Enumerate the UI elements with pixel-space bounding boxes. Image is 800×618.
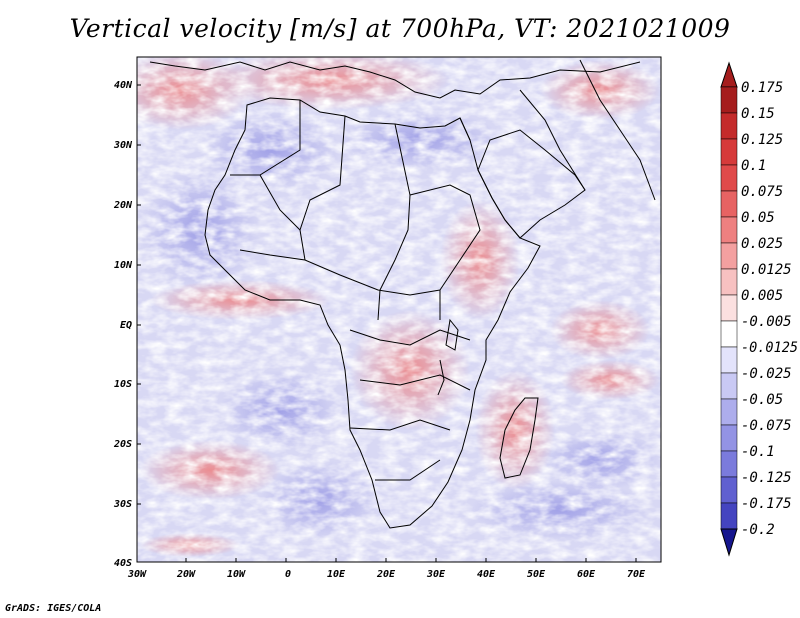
colorbar-label: -0.025: [741, 366, 792, 382]
colorbar-label: -0.0125: [741, 340, 798, 356]
colorbar-bottom-arrow: [720, 528, 738, 557]
colorbar-label: -0.2: [741, 522, 775, 538]
colorbar-label: 0.0125: [741, 262, 792, 278]
lon-label: 70E: [627, 569, 646, 580]
lon-label: 60E: [577, 569, 596, 580]
colorbar-label: 0.05: [741, 210, 775, 226]
colorbar-cell: [720, 294, 738, 322]
lat-label: 30N: [113, 140, 133, 151]
lat-label: 10N: [114, 260, 133, 271]
coastlines: [149, 59, 656, 529]
lat-label: 20S: [113, 439, 132, 450]
lat-label: 30S: [113, 499, 132, 510]
colorbar-cell: [720, 190, 738, 218]
colorbar-label: 0.15: [741, 106, 775, 122]
colorbar-label: -0.075: [741, 418, 792, 434]
lon-label: 50E: [527, 569, 546, 580]
lon-label: 10E: [327, 569, 346, 580]
lat-label: 20N: [113, 200, 133, 211]
colorbar-label: 0.005: [741, 288, 783, 304]
colorbar-cell: [720, 320, 738, 348]
colorbar-cell: [720, 268, 738, 296]
colorbar-cell: [720, 398, 738, 426]
colorbar-cell: [720, 346, 738, 374]
colorbar-cell: [720, 138, 738, 166]
colorbar-top-arrow: [720, 61, 738, 88]
colorbar-cell: [720, 372, 738, 400]
colorbar-label: -0.125: [741, 470, 792, 486]
credit-footer: GrADS: IGES/COLA: [5, 603, 102, 614]
velocity-field: [137, 57, 661, 562]
lat-label: 10S: [114, 379, 132, 390]
colorbar-label: 0.1: [741, 158, 766, 174]
colorbar-cell: [720, 86, 738, 114]
colorbar-label: -0.175: [741, 496, 792, 512]
lat-label: EQ: [120, 320, 132, 331]
lon-label: 0: [285, 569, 291, 580]
lat-label: 40S: [114, 558, 132, 569]
colorbar-label: 0.175: [741, 80, 783, 96]
colorbar-label: -0.05: [741, 392, 783, 408]
colorbar-cell: [720, 112, 738, 140]
colorbar-label: -0.1: [741, 444, 775, 460]
lon-label: 20W: [176, 569, 196, 580]
plot-title: Vertical velocity [m/s] at 700hPa, VT: 2…: [69, 14, 731, 43]
colorbar-label: 0.025: [741, 236, 783, 252]
lon-label: 10W: [227, 569, 246, 580]
colorbar-label: -0.005: [741, 314, 792, 330]
colorbar: 0.175 0.15 0.125 0.1 0.075 0.05 0.025 0.…: [720, 61, 798, 557]
lon-axis: 30W 20W 10W 0 10E 20E 30E 40E 50E 60E 70…: [127, 569, 646, 580]
lat-axis: 40N 30N 20N 10N EQ 10S 20S 30S 40S: [113, 80, 133, 569]
colorbar-cell: [720, 424, 738, 452]
lon-label: 40E: [477, 569, 496, 580]
lon-label: 30E: [426, 569, 446, 580]
lon-label: 30W: [127, 569, 147, 580]
lon-label: 20E: [376, 569, 396, 580]
plot-frame: [136, 56, 662, 563]
colorbar-cell: [720, 216, 738, 244]
colorbar-cell: [720, 502, 738, 530]
colorbar-cell: [720, 450, 738, 478]
colorbar-cell: [720, 164, 738, 192]
colorbar-cell: [720, 476, 738, 504]
colorbar-cell: [720, 242, 738, 270]
colorbar-label: 0.125: [741, 132, 783, 148]
lat-label: 40N: [114, 80, 133, 91]
colorbar-label: 0.075: [741, 184, 783, 200]
